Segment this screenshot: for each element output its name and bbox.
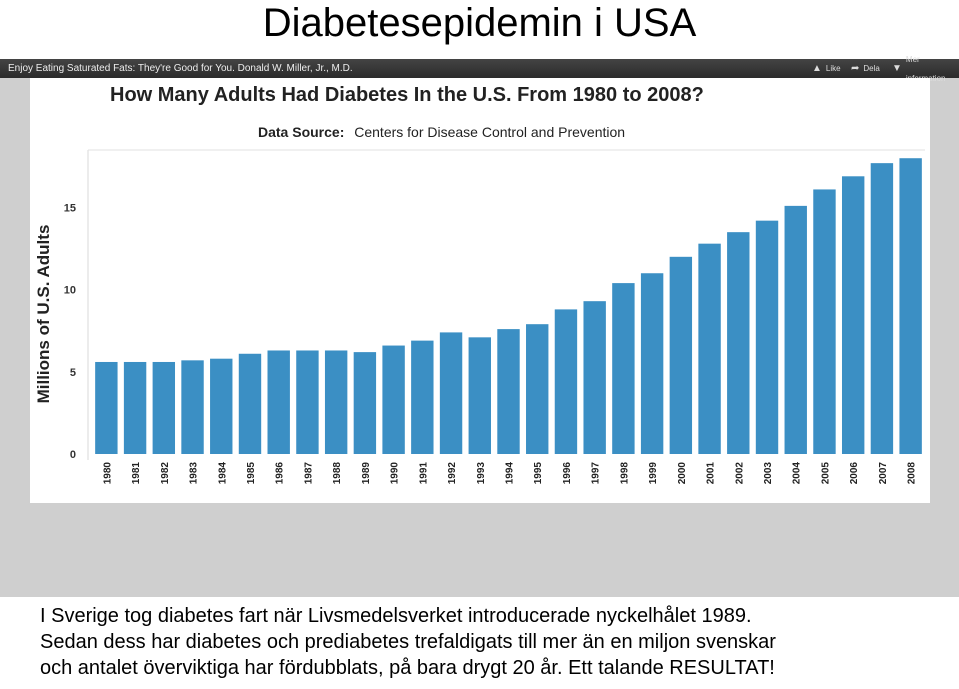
down-arrow-icon: ▼ xyxy=(892,63,902,74)
x-tick-label: 2002 xyxy=(734,462,745,485)
bar xyxy=(123,361,147,454)
bar xyxy=(468,337,491,454)
share-arrow-icon: ➦ xyxy=(851,63,860,74)
bar xyxy=(382,345,405,454)
chart-source: Data Source: Centers for Disease Control… xyxy=(258,124,625,140)
x-tick-label: 1997 xyxy=(591,462,602,485)
share-label: Dela xyxy=(863,64,880,73)
x-tick-label: 1980 xyxy=(102,462,113,485)
thumbs-up-icon: ▲ xyxy=(812,63,822,74)
x-tick-label: 1986 xyxy=(275,462,286,485)
bar xyxy=(95,361,118,454)
caption-line-1: I Sverige tog diabetes fart när Livsmede… xyxy=(40,605,752,627)
x-tick-label: 2004 xyxy=(792,462,803,485)
bar xyxy=(669,256,693,454)
like-button[interactable]: ▲ Like xyxy=(812,59,841,78)
chart-source-label: Data Source: xyxy=(258,124,345,140)
more-info-button[interactable]: ▼ Mer information xyxy=(892,55,959,83)
bar xyxy=(583,301,606,454)
embedded-video-frame[interactable]: Enjoy Eating Saturated Fats: They're Goo… xyxy=(0,55,959,597)
caption-line-2: Sedan dess har diabetes och prediabetes … xyxy=(40,631,776,653)
x-tick-label: 2003 xyxy=(763,462,774,485)
bar xyxy=(755,220,779,454)
y-tick-label: 15 xyxy=(64,203,76,215)
x-tick-label: 1998 xyxy=(619,462,630,485)
x-tick-label: 1987 xyxy=(303,462,314,485)
x-tick-label: 1992 xyxy=(447,462,458,485)
x-tick-label: 2000 xyxy=(677,462,688,485)
x-tick-label: 1990 xyxy=(390,462,401,485)
y-tick-label: 0 xyxy=(70,449,76,461)
x-tick-label: 1981 xyxy=(131,462,142,485)
bar xyxy=(181,360,204,454)
bar xyxy=(439,332,463,454)
bar xyxy=(411,340,434,454)
like-label: Like xyxy=(825,64,841,73)
x-tick-label: 2007 xyxy=(878,462,889,485)
y-tick-label: 10 xyxy=(64,285,76,297)
bar xyxy=(324,350,348,454)
y-tick-label: 5 xyxy=(70,367,76,379)
bar xyxy=(813,189,836,454)
bar xyxy=(152,361,176,454)
x-tick-label: 1994 xyxy=(505,462,516,485)
x-tick-label: 1985 xyxy=(246,462,257,485)
bar-chart: 0 5 10 15 Millions of U.S. Adults 1980 1981 198… xyxy=(34,149,925,485)
chart-panel: How Many Adults Had Diabetes In the U.S.… xyxy=(30,78,930,503)
bar xyxy=(353,352,377,454)
x-tick-label: 2006 xyxy=(849,462,860,485)
x-tick-label: 1999 xyxy=(648,462,659,485)
bar xyxy=(210,358,233,454)
slide-caption: I Sverige tog diabetes fart när Livsmede… xyxy=(40,603,950,681)
video-title[interactable]: Enjoy Eating Saturated Fats: They're Goo… xyxy=(8,63,353,74)
bar xyxy=(267,350,290,454)
share-button[interactable]: ➦ Dela xyxy=(851,59,880,78)
x-tick-label: 2001 xyxy=(706,462,717,485)
bar xyxy=(698,243,721,454)
x-tick-label: 1989 xyxy=(361,462,372,485)
y-axis-label: Millions of U.S. Adults xyxy=(34,225,53,404)
bar xyxy=(238,353,262,454)
x-tick-label: 1991 xyxy=(418,462,429,485)
bar xyxy=(727,232,750,454)
chart-source-value: Centers for Disease Control and Preventi… xyxy=(354,124,626,140)
bar xyxy=(554,309,578,454)
bar xyxy=(612,283,635,454)
x-tick-label: 2008 xyxy=(907,462,918,485)
x-tick-label: 1993 xyxy=(476,462,487,485)
x-tick-label: 1984 xyxy=(217,462,228,485)
x-tick-label: 1988 xyxy=(332,462,343,485)
bar xyxy=(296,350,319,454)
bar xyxy=(640,273,664,454)
slide-title: Diabetesepidemin i USA xyxy=(262,1,697,45)
bar xyxy=(899,158,922,454)
bar xyxy=(841,176,865,454)
x-tick-label: 1983 xyxy=(189,462,200,485)
video-title-bar: Enjoy Eating Saturated Fats: They're Goo… xyxy=(0,55,959,83)
bar xyxy=(497,329,520,454)
x-tick-label: 1982 xyxy=(160,462,171,485)
chart-title: How Many Adults Had Diabetes In the U.S.… xyxy=(110,84,704,106)
x-tick-label: 1996 xyxy=(562,462,573,485)
bar xyxy=(870,163,894,454)
bar xyxy=(784,205,807,454)
caption-line-3: och antalet överviktiga har fördubblats,… xyxy=(40,657,775,679)
x-tick-label: 2005 xyxy=(820,462,831,485)
x-tick-label: 1995 xyxy=(533,462,544,485)
bar xyxy=(526,324,549,454)
